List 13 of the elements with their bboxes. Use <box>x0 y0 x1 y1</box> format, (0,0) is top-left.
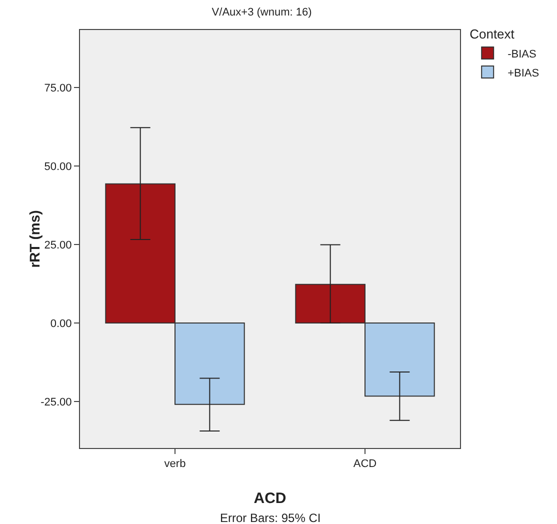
y-tick-label: 0.00 <box>50 318 72 330</box>
legend-label: -BIAS <box>508 48 536 60</box>
x-axis-title: ACD <box>254 490 286 507</box>
x-tick-label: verb <box>164 458 186 470</box>
y-tick-label: 50.00 <box>44 160 72 173</box>
legend-title: Context <box>470 26 515 42</box>
chart-title: V/Aux+3 (wnum: 16) <box>212 6 312 19</box>
y-axis-title: rRT (ms) <box>26 210 42 268</box>
text: Error Bars: 95% CI <box>220 511 321 524</box>
y-tick-label: 25.00 <box>44 239 72 252</box>
legend-label: +BIAS <box>508 67 540 80</box>
y-tick-label: -25.00 <box>40 396 72 408</box>
y-tick-label: 75.00 <box>44 82 72 94</box>
